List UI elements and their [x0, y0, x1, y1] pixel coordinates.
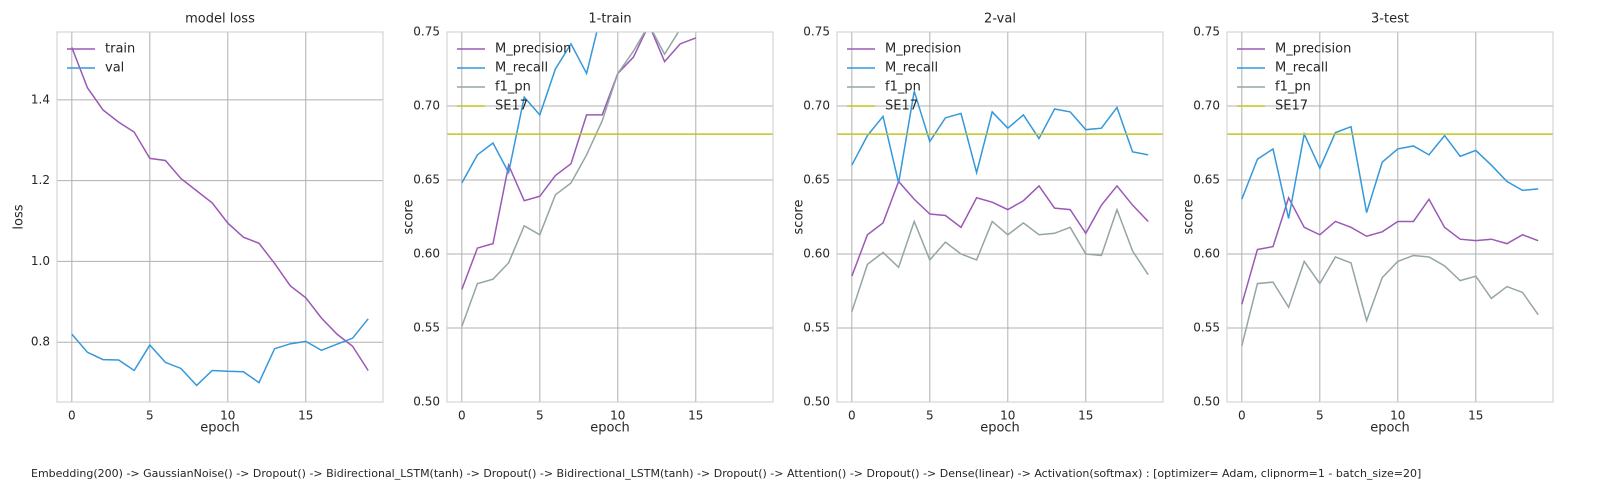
x-tick-label: 10 — [220, 409, 235, 423]
y-tick-label: 1.0 — [31, 254, 50, 268]
legend-label: f1_pn — [495, 80, 531, 95]
y-tick-label: 1.4 — [31, 92, 50, 106]
x-axis-label: epoch — [1370, 421, 1410, 436]
axes-frame — [1226, 31, 1554, 403]
x-tick-label: 15 — [688, 409, 703, 423]
x-tick-label: 5 — [926, 409, 934, 423]
x-tick-label: 15 — [1078, 409, 1093, 423]
x-tick-label: 10 — [1000, 409, 1015, 423]
legend-label: M_precision — [495, 42, 571, 57]
y-tick-label: 0.55 — [413, 321, 440, 335]
y-tick-label: 0.65 — [413, 173, 440, 187]
series-line — [1241, 125, 1539, 219]
y-tick-label: 0.75 — [413, 25, 440, 39]
y-axis-label: score — [1182, 200, 1197, 235]
x-tick-label: 5 — [536, 409, 544, 423]
plot-area — [447, 32, 773, 327]
series-line — [71, 318, 369, 387]
legend-label: SE17 — [1275, 99, 1308, 114]
legend-label: train — [105, 42, 135, 57]
x-tick-label: 10 — [1390, 409, 1405, 423]
y-tick-label: 0.65 — [803, 173, 830, 187]
plot-area — [71, 47, 369, 387]
y-tick-label: 0.70 — [1193, 99, 1220, 113]
legend-label: f1_pn — [885, 80, 921, 95]
legend-label: M_recall — [495, 61, 548, 76]
legend-label: M_recall — [885, 61, 938, 76]
legend-label: val — [105, 61, 124, 76]
y-tick-label: 1.2 — [31, 173, 50, 187]
series-line — [851, 90, 1149, 184]
caption: Embedding(200) -> GaussianNoise() -> Dro… — [31, 467, 1421, 480]
x-tick-label: 10 — [610, 409, 625, 423]
series-line — [461, 32, 598, 184]
plot-area — [1227, 125, 1553, 346]
x-tick-label: 0 — [458, 409, 466, 423]
legend-label: M_precision — [885, 42, 961, 57]
legend-label: SE17 — [495, 99, 528, 114]
y-axis-label: score — [792, 200, 807, 235]
y-tick-label: 0.50 — [413, 395, 440, 409]
plot-area — [837, 90, 1163, 312]
y-axis-label: loss — [12, 204, 27, 229]
x-axis-label: epoch — [200, 421, 240, 436]
y-tick-label: 0.50 — [803, 395, 830, 409]
x-tick-label: 0 — [848, 409, 856, 423]
x-tick-label: 0 — [68, 409, 76, 423]
y-tick-label: 0.8 — [31, 335, 50, 349]
y-tick-label: 0.75 — [803, 25, 830, 39]
axes-frame — [836, 31, 1164, 403]
y-tick-label: 0.65 — [1193, 173, 1220, 187]
legend-label: f1_pn — [1275, 80, 1311, 95]
axes-title: 2-val — [984, 12, 1016, 27]
x-tick-label: 5 — [146, 409, 154, 423]
y-tick-label: 0.60 — [803, 247, 830, 261]
legend-label: M_precision — [1275, 42, 1351, 57]
axes-frame — [446, 31, 774, 403]
y-tick-label: 0.70 — [803, 99, 830, 113]
y-tick-label: 0.70 — [413, 99, 440, 113]
x-tick-label: 15 — [1468, 409, 1483, 423]
series-line — [461, 32, 697, 290]
axes-title: 3-test — [1371, 12, 1409, 27]
x-axis-label: epoch — [980, 421, 1020, 436]
x-axis-label: epoch — [590, 421, 630, 436]
y-tick-label: 0.55 — [803, 321, 830, 335]
axes-frame — [56, 31, 384, 403]
axes-title: 1-train — [588, 12, 631, 27]
legend-label: SE17 — [885, 99, 918, 114]
y-axis-label: score — [402, 200, 417, 235]
y-tick-label: 0.50 — [1193, 395, 1220, 409]
x-tick-label: 15 — [298, 409, 313, 423]
series-line — [461, 32, 680, 327]
y-tick-label: 0.75 — [1193, 25, 1220, 39]
y-tick-label: 0.55 — [1193, 321, 1220, 335]
x-tick-label: 0 — [1238, 409, 1246, 423]
series-line — [851, 180, 1149, 277]
series-line — [1241, 254, 1539, 346]
x-tick-label: 5 — [1316, 409, 1324, 423]
series-line — [851, 207, 1149, 312]
axes-title: model loss — [185, 12, 255, 27]
y-tick-label: 0.60 — [1193, 247, 1220, 261]
y-tick-label: 0.60 — [413, 247, 440, 261]
series-line — [71, 47, 369, 371]
legend-label: M_recall — [1275, 61, 1328, 76]
